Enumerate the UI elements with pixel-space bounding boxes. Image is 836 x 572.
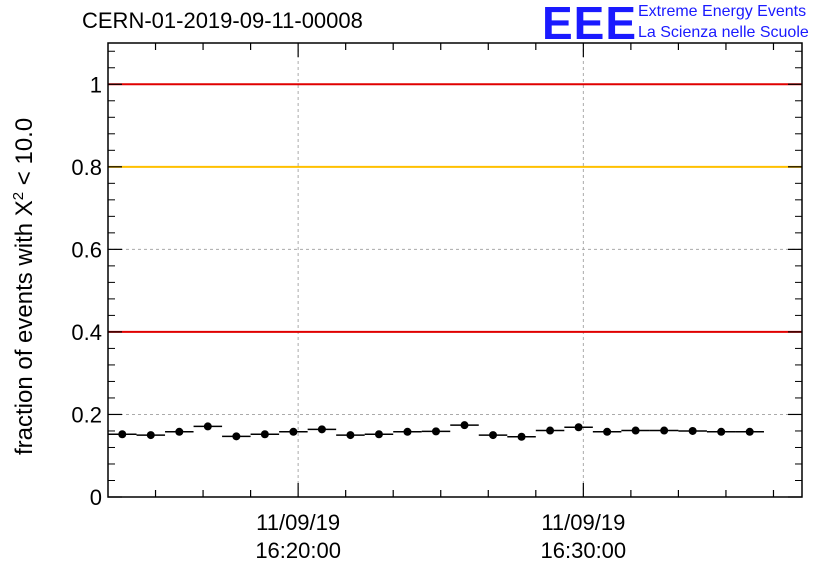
data-point xyxy=(603,427,612,436)
y-tick-label: 0.6 xyxy=(71,237,102,262)
grid-lines xyxy=(108,43,802,497)
x-tick-label-time: 16:20:00 xyxy=(255,538,341,563)
axis-ticks xyxy=(108,43,802,498)
y-axis-label-superscript: 2 xyxy=(10,191,27,201)
y-axis-label: fraction of events with X2 < 10.0 xyxy=(10,118,39,455)
x-tick-label-date: 11/09/19 xyxy=(256,510,340,535)
plot-frame xyxy=(107,42,803,498)
data-point xyxy=(489,431,498,440)
y-axis-label-prefix: fraction of events with xyxy=(11,216,38,455)
reference-lines xyxy=(108,83,802,333)
run-title: CERN-01-2019-09-11-00008 xyxy=(82,8,363,33)
tick-labels: 0 0.2 0.4 0.6 0.8 1 11/09/19 16:20:00 11/09/19 16… xyxy=(71,72,626,563)
y-axis-label-suffix: < 10.0 xyxy=(11,117,38,192)
data-point xyxy=(146,431,155,440)
data-point xyxy=(403,427,412,436)
data-point xyxy=(374,430,383,439)
y-axis-label-symbol: X xyxy=(11,200,38,217)
y-tick-label: 0 xyxy=(90,485,102,510)
x-tick-label-time: 16:30:00 xyxy=(541,538,627,563)
data-point xyxy=(175,427,184,436)
logo-subtitle-line1: Extreme Energy Events xyxy=(638,3,807,20)
data-point xyxy=(631,426,640,435)
data-point xyxy=(346,431,355,440)
data-point xyxy=(317,425,326,434)
logo-subtitle-line2: La Scienza nelle Scuole xyxy=(638,24,809,41)
data-point xyxy=(717,427,726,436)
data-point xyxy=(431,427,440,436)
data-point xyxy=(517,432,526,441)
x-tick-label-date: 11/09/19 xyxy=(541,510,625,535)
data-point xyxy=(232,432,241,441)
data-point xyxy=(260,430,269,439)
data-point xyxy=(688,426,697,435)
data-point xyxy=(118,430,127,439)
y-tick-label: 1 xyxy=(90,72,102,97)
eee-logo: EEE xyxy=(542,0,638,49)
data-point xyxy=(660,426,669,435)
data-point xyxy=(574,423,583,432)
data-point xyxy=(460,421,469,430)
data-points xyxy=(108,421,764,441)
y-tick-label: 0.4 xyxy=(71,320,102,345)
data-point xyxy=(745,427,754,436)
data-point xyxy=(203,422,212,431)
data-point xyxy=(289,427,298,436)
data-point xyxy=(546,426,555,435)
y-tick-label: 0.2 xyxy=(71,402,102,427)
y-tick-label: 0.8 xyxy=(71,155,102,180)
